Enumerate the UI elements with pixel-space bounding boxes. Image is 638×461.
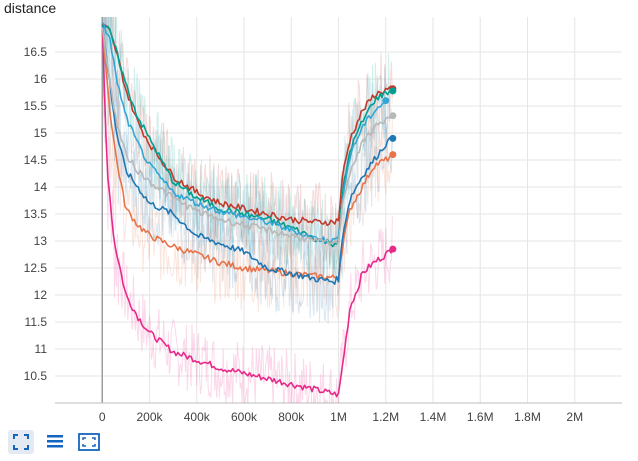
y-tick-label: 14	[34, 180, 48, 194]
series-line	[101, 22, 393, 398]
x-tick-label: 2M	[566, 410, 583, 424]
expand-icon	[78, 433, 100, 451]
x-tick-label: 1.2M	[372, 410, 399, 424]
y-tick-label: 15	[34, 126, 48, 140]
series-endpoint-dot	[389, 112, 397, 120]
series-endpoint-dot	[382, 97, 390, 105]
raw-series-line	[101, 17, 393, 319]
fit-domain-icon	[13, 434, 29, 450]
raw-series-line	[104, 17, 393, 279]
x-tick-label: 1.6M	[467, 410, 494, 424]
chart-toolbar	[8, 430, 102, 454]
toggle-log-button[interactable]	[42, 430, 68, 454]
y-tick-label: 15.5	[24, 99, 48, 113]
y-tick-label: 12.5	[24, 261, 48, 275]
grid	[55, 17, 622, 404]
x-tick-label: 600k	[231, 410, 258, 424]
series-endpoint-dot	[389, 134, 397, 142]
y-tick-label: 10.5	[24, 369, 48, 383]
y-tick-label: 12	[34, 288, 48, 302]
y-tick-label: 11	[35, 342, 48, 356]
x-tick-label: 400k	[184, 410, 211, 424]
y-tick-label: 16	[34, 72, 48, 86]
x-tick-label: 1.4M	[420, 410, 447, 424]
x-tick-label: 1.8M	[514, 410, 541, 424]
series-line	[101, 27, 393, 246]
series-endpoints	[382, 85, 397, 253]
y-tick-label: 13	[34, 234, 48, 248]
series-line	[101, 23, 393, 285]
raw-series-line	[101, 26, 393, 403]
expand-button[interactable]	[76, 430, 102, 454]
y-axis-ticks: 10.5 11 11.5 12 12.5 13 13.5 14 14.5 15 15.5 16 16.5	[24, 45, 48, 383]
series-endpoint-dot	[389, 245, 397, 253]
y-tick-label: 16.5	[24, 45, 48, 59]
line-chart: 10.5 11 11.5 12 12.5 13 13.5 14 14.5 15 15.5 16 16.5…	[24, 17, 622, 424]
y-tick-label: 13.5	[24, 207, 48, 221]
series-line	[101, 21, 393, 281]
toggle-log-icon	[47, 435, 63, 448]
series-endpoint-dot	[389, 151, 397, 159]
series-line	[101, 25, 392, 248]
x-tick-label: 200k	[136, 410, 163, 424]
x-axis-ticks: 0 200k 400k 600k 800k 1M 1.2M 1.4M 1.6M 1.8M 2M	[99, 410, 583, 424]
x-tick-label: 800k	[278, 410, 305, 424]
series-endpoint-dot	[389, 87, 397, 95]
x-tick-label: 0	[99, 410, 106, 424]
x-tick-label: 1M	[330, 410, 347, 424]
chart-title: distance	[4, 0, 57, 16]
fit-domain-button[interactable]	[8, 430, 34, 454]
series-lines	[101, 21, 393, 398]
y-tick-label: 11.5	[25, 315, 48, 329]
series-line	[102, 23, 392, 227]
y-tick-label: 14.5	[24, 153, 48, 167]
